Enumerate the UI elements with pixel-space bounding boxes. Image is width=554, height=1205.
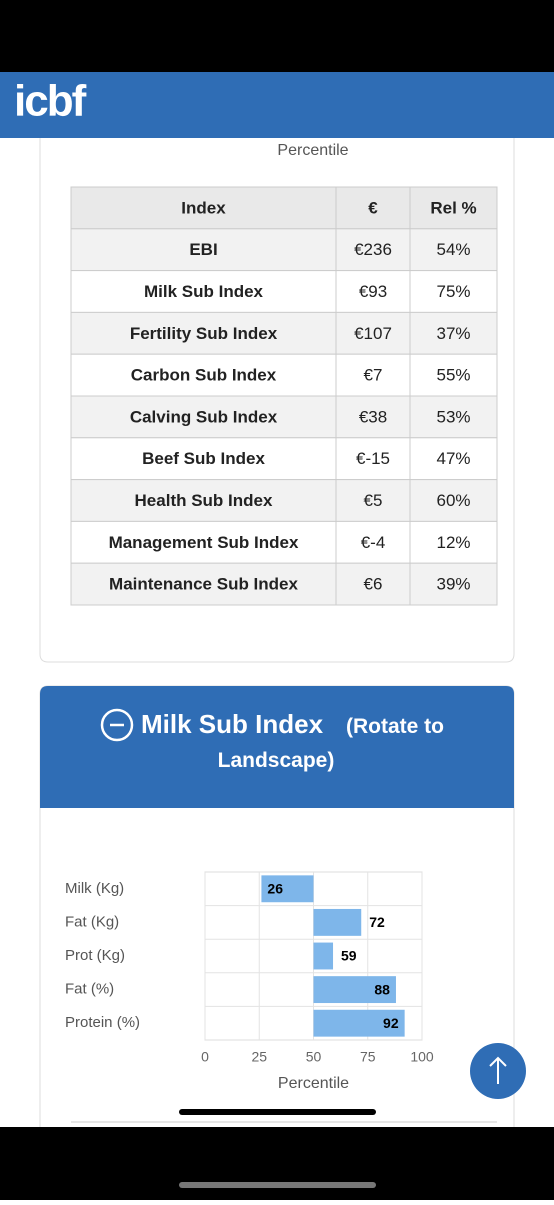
table-cell (335, 562, 411, 606)
axis-title: Percentile (277, 142, 348, 159)
x-axis-title: Percentile (278, 1075, 349, 1092)
column-header: Rel % (430, 198, 476, 217)
table-text: €-15 (356, 449, 390, 468)
data-label: 92 (383, 1015, 399, 1031)
table-cell (70, 353, 337, 397)
table-text: 54% (436, 240, 470, 259)
table-cell (409, 186, 498, 230)
panel-note-line: (Rotate to (346, 715, 444, 738)
table-text: €5 (364, 491, 383, 510)
x-tick-label: 100 (410, 1049, 434, 1065)
table-text: €38 (359, 407, 387, 426)
bar (313, 942, 334, 970)
table-text: €236 (354, 240, 392, 259)
table-text: €7 (364, 366, 383, 385)
table-text: 60% (436, 491, 470, 510)
table-cell (70, 437, 337, 481)
table-cell (409, 311, 498, 355)
bar (261, 875, 314, 903)
table-text: 47% (436, 449, 470, 468)
collapse-icon[interactable] (100, 708, 134, 742)
x-tick-label: 0 (201, 1049, 209, 1065)
table-text: 39% (436, 575, 470, 594)
home-indicator (179, 1109, 376, 1115)
logo[interactable]: icbf (14, 77, 89, 126)
table-text: Milk Sub Index (144, 282, 264, 301)
table-cell (335, 395, 411, 439)
table-text: Health Sub Index (135, 491, 273, 510)
table-cell (409, 228, 498, 272)
table-cell (335, 437, 411, 481)
y-tick-label: Milk (Kg) (65, 880, 124, 897)
bar (313, 1009, 405, 1037)
panel-title: Milk Sub Index (141, 709, 324, 739)
table-text: €6 (364, 575, 383, 594)
table-text: Fertility Sub Index (130, 324, 278, 343)
table-cell (409, 437, 498, 481)
table-cell (70, 562, 337, 606)
table-cell (70, 520, 337, 564)
bar (313, 908, 362, 936)
arrow-icon (489, 1056, 507, 1084)
x-tick-label: 25 (251, 1049, 267, 1065)
column-header: Index (181, 198, 226, 217)
table-cell (70, 395, 337, 439)
panel-note: (Rotate to Landscape) (218, 715, 444, 772)
y-tick-label: Protein (%) (65, 1014, 140, 1031)
app-header (0, 72, 554, 138)
y-tick-label: Fat (%) (65, 981, 114, 998)
table-cell (335, 228, 411, 272)
table-cell (335, 311, 411, 355)
table-cell (70, 311, 337, 355)
column-header: € (368, 198, 378, 217)
x-tick-label: 75 (360, 1049, 376, 1065)
table-text: €93 (359, 282, 387, 301)
table-text: 75% (436, 282, 470, 301)
data-label: 88 (374, 981, 390, 997)
data-label: 59 (341, 948, 357, 964)
table-cell (335, 270, 411, 313)
table-text: €107 (354, 324, 392, 343)
table-cell (335, 353, 411, 397)
table-cell (409, 562, 498, 606)
table-text: 53% (436, 407, 470, 426)
index-table: Index € Rel % EBI €236 54% Milk Sub Index €93 75… (70, 186, 498, 606)
table-text: EBI (189, 240, 217, 259)
table-cell (70, 186, 337, 230)
panel-note-line: Landscape) (218, 749, 335, 772)
table-text: 37% (436, 324, 470, 343)
x-tick-label: 50 (306, 1049, 322, 1065)
y-tick-label: Fat (Kg) (65, 913, 119, 930)
bar (313, 976, 396, 1004)
table-text: €-4 (361, 533, 386, 552)
table-text: Beef Sub Index (142, 449, 265, 468)
chart: 0 25 50 75 100 Percentile Milk (Kg) 26 Fat (Kg) 7… (65, 871, 434, 1092)
home-indicator (179, 1182, 376, 1188)
panel-header (40, 686, 514, 808)
table-cell (409, 270, 498, 313)
table-cell (70, 479, 337, 522)
table-text: Maintenance Sub Index (109, 575, 298, 594)
table-text: 55% (436, 366, 470, 385)
data-label: 26 (267, 881, 283, 897)
table-cell (70, 270, 337, 313)
table-cell (409, 353, 498, 397)
table-text: Carbon Sub Index (131, 366, 277, 385)
y-tick-label: Prot (Kg) (65, 947, 125, 964)
table-text: 12% (436, 533, 470, 552)
data-label: 72 (369, 914, 385, 930)
table-text: Management Sub Index (109, 533, 299, 552)
status-bar (0, 0, 554, 72)
table-text: Calving Sub Index (130, 407, 278, 426)
table-cell (335, 520, 411, 564)
bottom-bar (0, 1127, 554, 1200)
